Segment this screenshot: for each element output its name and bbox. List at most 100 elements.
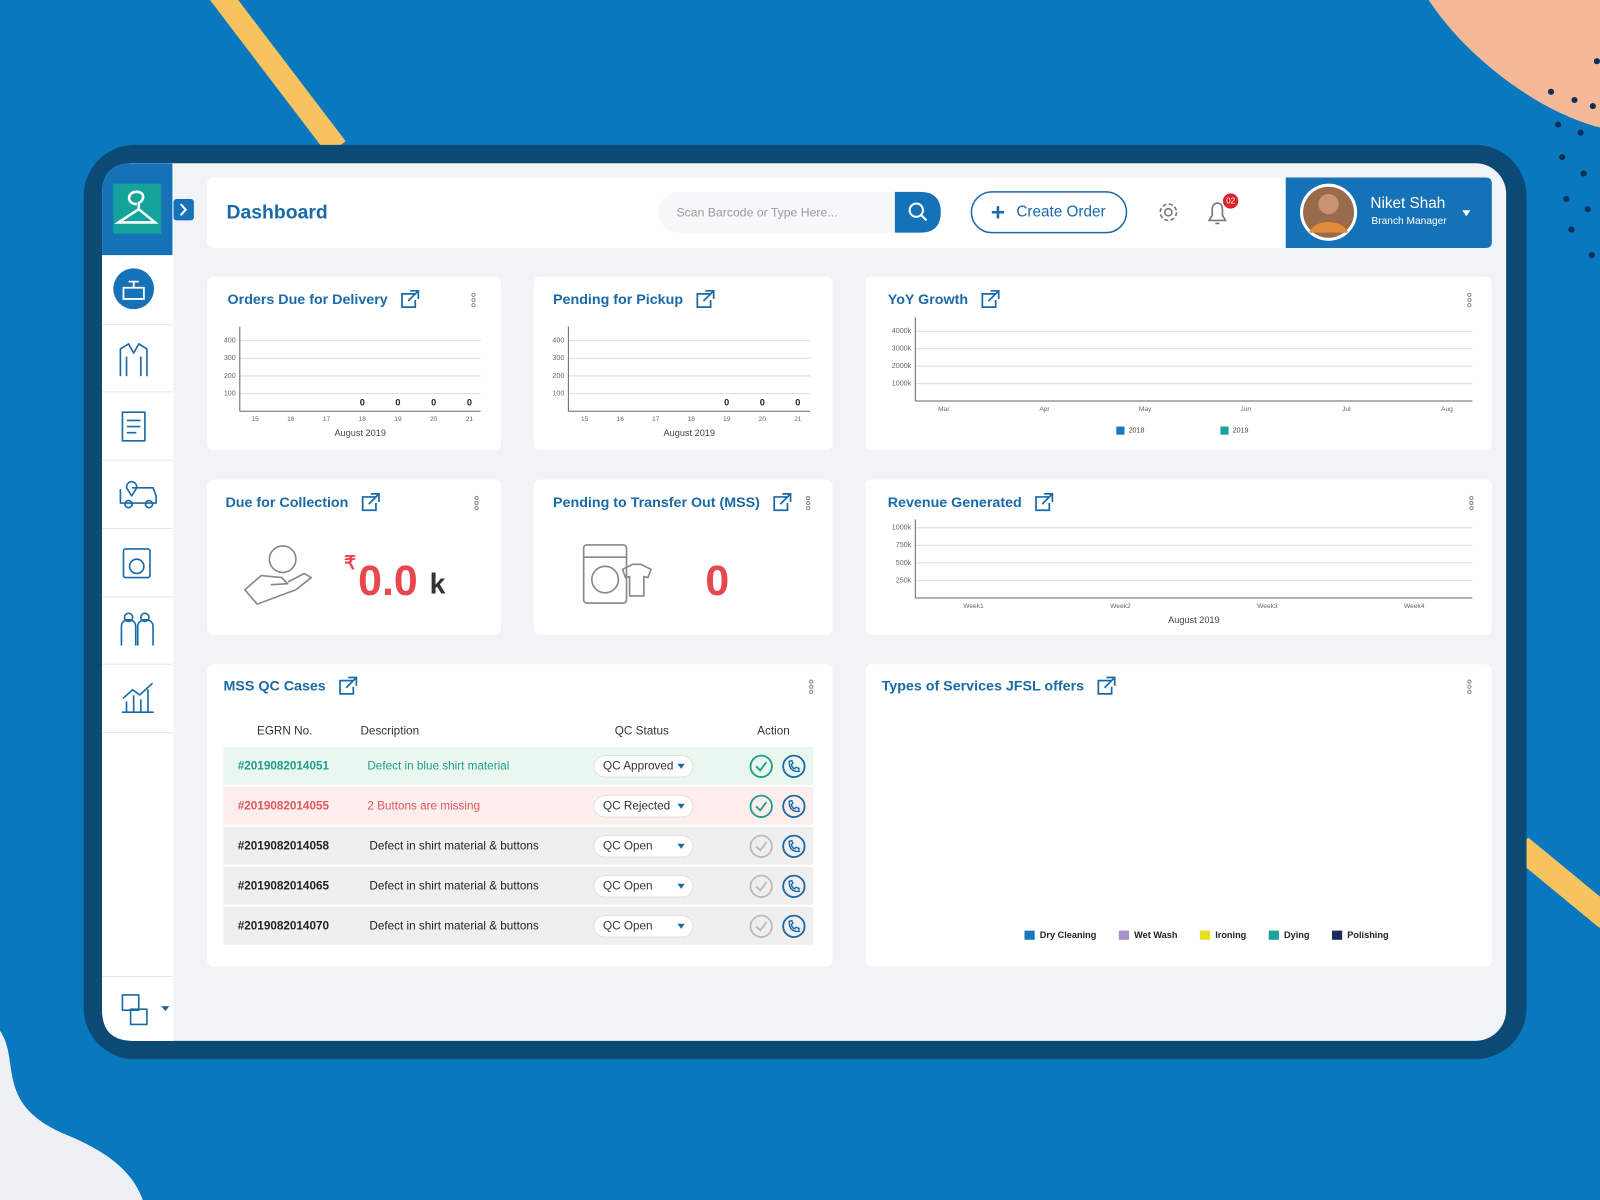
approve-button[interactable] xyxy=(749,754,773,778)
check-icon xyxy=(755,921,768,932)
value-label: 0 xyxy=(467,397,472,407)
search-icon xyxy=(920,214,928,222)
decor-blob xyxy=(1428,0,1600,128)
status-label: QC Open xyxy=(603,839,653,852)
x-tick-label: 18 xyxy=(359,416,367,423)
call-button[interactable] xyxy=(782,754,806,778)
description-cell: Defect in shirt material & buttons xyxy=(369,919,538,932)
shirt-icon xyxy=(621,563,652,597)
menu-item[interactable] xyxy=(122,548,151,579)
x-tick-label: Aug xyxy=(1441,406,1453,413)
status-dropdown[interactable] xyxy=(593,835,694,858)
currency-symbol: ₹ xyxy=(344,552,356,573)
call-button[interactable] xyxy=(782,874,806,898)
open-link-icon[interactable] xyxy=(1035,493,1054,512)
table-row xyxy=(223,906,814,945)
table-row xyxy=(223,786,814,825)
value-label: 0 xyxy=(360,397,365,407)
create-order-label: Create Order xyxy=(1016,203,1105,220)
x-axis-label: August 2019 xyxy=(664,428,716,438)
approve-button[interactable] xyxy=(749,834,773,858)
x-tick-label: Jun xyxy=(1240,406,1251,413)
call-button[interactable] xyxy=(782,914,806,938)
decor-stripe xyxy=(209,0,346,155)
expand-icon xyxy=(179,203,188,216)
description-cell: Defect in blue shirt material xyxy=(367,759,509,772)
x-tick-label: 18 xyxy=(688,416,696,423)
status-dropdown[interactable] xyxy=(593,875,694,898)
approve-button[interactable] xyxy=(749,794,773,818)
column-header: Description xyxy=(360,725,419,738)
call-button[interactable] xyxy=(782,794,806,818)
menu-item-part xyxy=(144,499,154,509)
hand-icon xyxy=(244,572,313,605)
page-title: Dashboard xyxy=(227,201,328,223)
status-dropdown[interactable] xyxy=(593,755,694,778)
legend-swatch xyxy=(1220,426,1229,435)
value-label: 0 xyxy=(795,397,800,407)
x-tick-label: 17 xyxy=(323,416,331,423)
menu-item[interactable] xyxy=(120,618,154,646)
settings-button[interactable] xyxy=(1159,203,1178,222)
status-dropdown[interactable] xyxy=(593,795,694,818)
search-field[interactable] xyxy=(658,191,934,233)
create-order-button[interactable] xyxy=(970,191,1128,234)
transfer-count: 0 xyxy=(705,557,729,605)
table-row xyxy=(223,866,814,905)
dropdown-caret xyxy=(677,923,685,929)
open-link-icon[interactable] xyxy=(773,493,792,512)
call-button[interactable] xyxy=(782,834,806,858)
notification-button[interactable] xyxy=(1207,202,1227,225)
menu-item[interactable] xyxy=(121,411,146,442)
open-link-icon[interactable] xyxy=(401,289,420,309)
search-placeholder: Scan Barcode or Type Here... xyxy=(677,205,838,219)
x-tick-label: 20 xyxy=(759,416,767,423)
sidebar xyxy=(102,163,174,1041)
value-label: 0 xyxy=(431,397,436,407)
avatar-body xyxy=(1309,221,1348,233)
egrn-cell: #2019082014070 xyxy=(238,919,330,932)
y-tick-label: 1000k xyxy=(892,524,912,532)
open-link-icon[interactable] xyxy=(981,289,1000,309)
user-role: Branch Manager xyxy=(1371,216,1447,227)
x-tick-label: 15 xyxy=(251,416,259,423)
search-icon xyxy=(908,202,924,218)
menu-dot xyxy=(1467,297,1472,303)
approve-button[interactable] xyxy=(749,914,773,938)
status-dropdown[interactable] xyxy=(593,915,694,938)
language-switch[interactable] xyxy=(121,994,148,1026)
egrn-cell: #2019082014058 xyxy=(238,839,330,852)
legend-label: 2019 xyxy=(1233,427,1249,435)
card xyxy=(865,479,1492,635)
open-link-icon[interactable] xyxy=(696,289,715,309)
x-tick-label: 20 xyxy=(430,416,438,423)
phone-icon xyxy=(788,759,800,773)
legend-swatch xyxy=(1118,930,1130,940)
open-link-icon[interactable] xyxy=(339,676,358,695)
x-tick-label: May xyxy=(1139,406,1152,413)
menu-item-active[interactable] xyxy=(113,268,155,310)
open-link-icon[interactable] xyxy=(1097,676,1116,695)
menu-item-part xyxy=(128,558,145,575)
phone-icon xyxy=(788,839,800,853)
expand-button[interactable] xyxy=(173,198,194,221)
y-tick-label: 200 xyxy=(224,372,236,380)
legend-label: Wet Wash xyxy=(1134,930,1178,940)
phone-icon xyxy=(788,799,800,813)
card xyxy=(533,276,833,450)
column-header: Action xyxy=(757,725,790,738)
menu-item[interactable] xyxy=(119,480,157,504)
search-button[interactable] xyxy=(894,191,941,233)
x-tick-label: Jul xyxy=(1342,406,1351,413)
open-link-icon[interactable] xyxy=(361,493,380,512)
column-header: QC Status xyxy=(615,725,669,738)
collection-unit: k xyxy=(430,568,446,600)
menu-item[interactable] xyxy=(121,682,154,714)
approve-button[interactable] xyxy=(749,874,773,898)
x-tick-label: 21 xyxy=(794,416,802,423)
menu-item[interactable] xyxy=(119,343,148,377)
menu-dot xyxy=(1469,495,1474,501)
menu-dot xyxy=(809,679,814,684)
status-label: QC Approved xyxy=(603,759,673,772)
dropdown-caret xyxy=(677,763,685,769)
